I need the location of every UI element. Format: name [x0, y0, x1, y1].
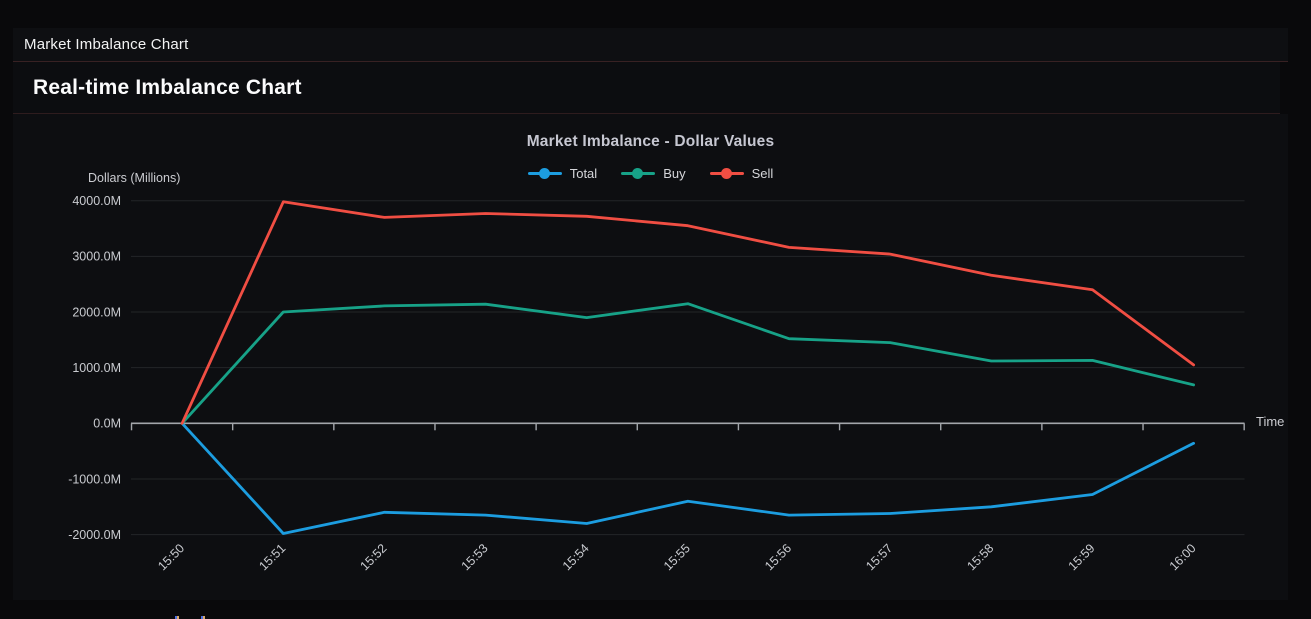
cutoff-glyph	[175, 616, 179, 619]
x-tick-label: 15:55	[661, 541, 693, 573]
y-tick-label: 3000.0M	[72, 250, 121, 264]
x-tick-label: 15:56	[762, 541, 794, 573]
legend-label: Sell	[751, 166, 774, 181]
series-line-buy[interactable]	[180, 302, 1195, 425]
y-tick-label: -2000.0M	[68, 528, 121, 542]
series-line-sell[interactable]	[180, 200, 1195, 425]
legend-item-total[interactable]: Total	[527, 166, 598, 181]
y-tick-label: 1000.0M	[72, 361, 121, 375]
x-tick-label: 15:58	[964, 541, 996, 573]
app-header: Market Imbalance Chart	[13, 28, 1288, 62]
y-tick-label: 4000.0M	[72, 194, 121, 208]
legend-marker-sell-icon	[709, 168, 744, 179]
x-tick-label: 15:51	[256, 541, 288, 573]
x-tick-label: 15:50	[155, 541, 187, 573]
section-header: Real-time Imbalance Chart	[13, 62, 1280, 114]
chart-card	[13, 114, 1288, 600]
x-tick-label: 15:53	[459, 541, 491, 573]
x-tick-label: 15:54	[560, 541, 592, 573]
y-axis-title: Dollars (Millions)	[88, 171, 181, 185]
x-axis-title: Time	[1256, 414, 1285, 429]
y-tick-label: -1000.0M	[68, 472, 121, 486]
x-tick-label: 15:59	[1066, 541, 1098, 573]
x-tick-label: 15:57	[863, 541, 895, 573]
series-line-total[interactable]	[180, 421, 1195, 535]
legend-item-buy[interactable]: Buy	[621, 166, 686, 181]
cutoff-glyph	[201, 616, 205, 619]
legend-marker-total-icon	[527, 168, 562, 179]
y-tick-label: 0.0M	[93, 417, 121, 431]
x-tick-label: 15:52	[358, 541, 390, 573]
app-header-title: Market Imbalance Chart	[24, 36, 189, 53]
legend-item-sell[interactable]: Sell	[709, 166, 774, 181]
y-tick-label: 2000.0M	[72, 305, 121, 319]
legend-marker-buy-icon	[621, 168, 656, 179]
chart-legend: Total Buy Sell	[13, 166, 1288, 181]
legend-label: Total	[569, 166, 598, 181]
chart-title: Market Imbalance - Dollar Values	[526, 133, 775, 150]
x-tick-label: 16:00	[1167, 541, 1199, 573]
section-title: Real-time Imbalance Chart	[33, 75, 302, 99]
legend-label: Buy	[663, 166, 686, 181]
